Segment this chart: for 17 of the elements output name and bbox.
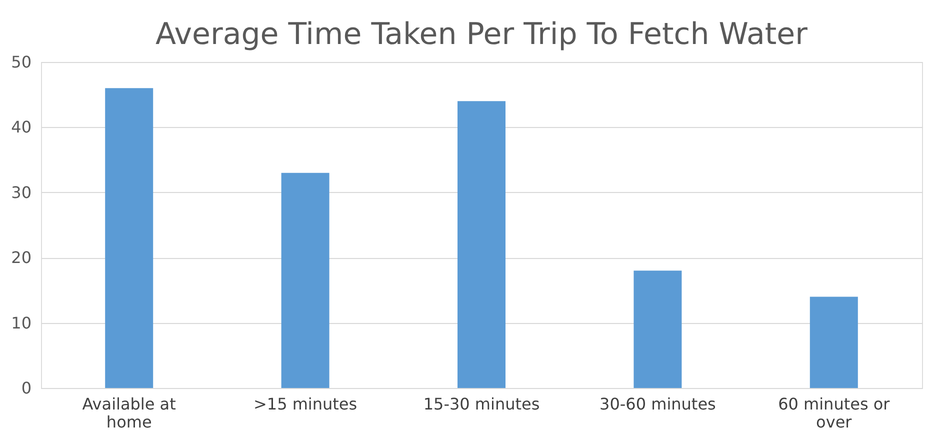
y-tick-label: 20 <box>11 248 32 268</box>
y-tick-label: 0 <box>21 378 32 398</box>
y-tick-label: 30 <box>11 182 32 202</box>
x-tick-label: Available at home <box>82 394 176 432</box>
bar <box>105 88 154 388</box>
x-tick-label: 15-30 minutes <box>423 394 540 414</box>
bar <box>281 172 330 388</box>
bar <box>458 101 506 388</box>
y-tick-label: 40 <box>11 118 32 137</box>
bar <box>634 270 682 388</box>
x-tick-label: 30-60 minutes <box>600 394 716 414</box>
chart-title: Average Time Taken Per Trip To Fetch Water <box>156 17 808 52</box>
y-tick-label: 10 <box>11 313 32 332</box>
x-tick-label: >15 minutes <box>253 394 358 414</box>
x-tick-label: 60 minutes or over <box>778 394 890 432</box>
bar <box>810 296 858 388</box>
y-tick-label: 50 <box>11 52 32 72</box>
